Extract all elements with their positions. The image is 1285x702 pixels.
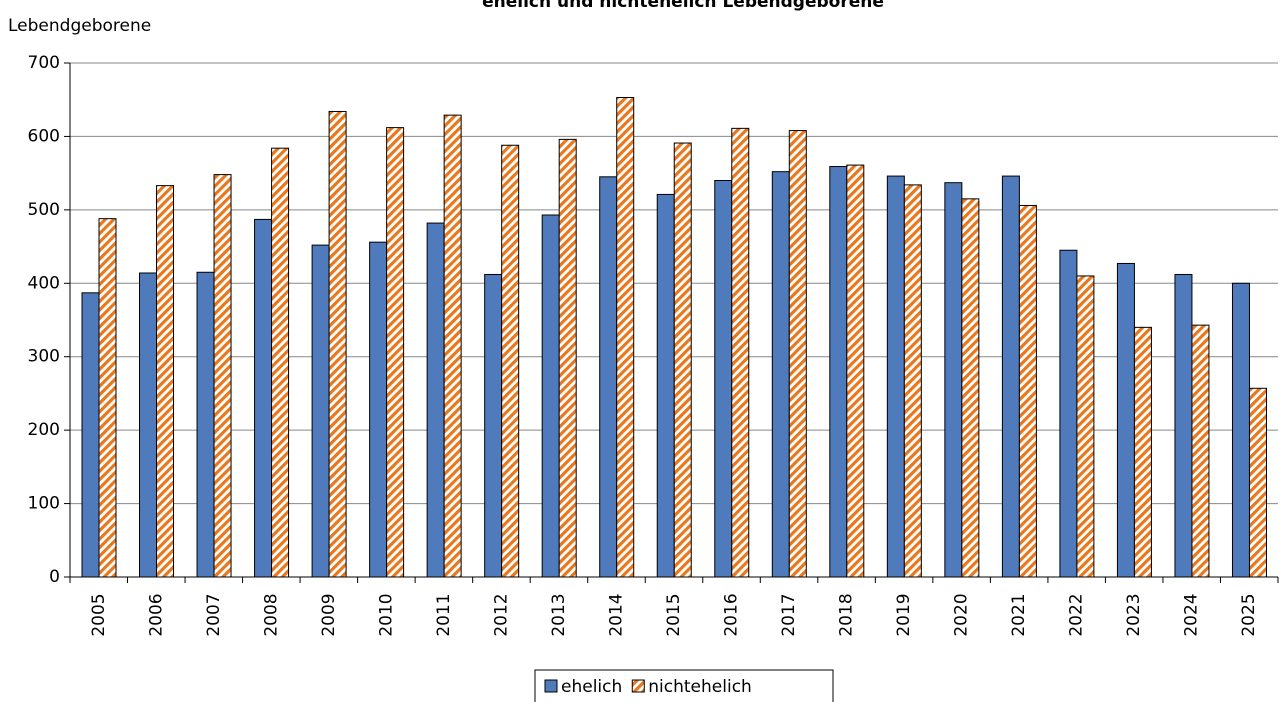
bar <box>1191 324 1210 578</box>
bar <box>886 175 905 578</box>
bar <box>139 272 158 578</box>
y-tick-label: 300 <box>28 347 60 367</box>
x-tick-label: 2019 <box>894 593 914 636</box>
bar <box>1059 249 1078 578</box>
y-tick-label: 100 <box>28 494 60 514</box>
bar <box>558 138 577 578</box>
bar <box>271 147 290 578</box>
bar <box>1076 275 1095 578</box>
bar <box>944 182 963 578</box>
bar <box>311 244 330 578</box>
bar <box>846 164 865 578</box>
x-tick-label: 2011 <box>434 593 454 636</box>
bar <box>443 114 462 578</box>
bar <box>1018 204 1037 578</box>
bar <box>156 185 175 578</box>
x-tick-label: 2015 <box>664 593 684 636</box>
bar <box>903 184 922 578</box>
bar <box>1116 262 1135 578</box>
x-tick-label: 2022 <box>1067 593 1087 636</box>
x-tick-label: 2017 <box>779 593 799 636</box>
bar <box>771 171 790 578</box>
bar <box>1248 387 1267 578</box>
bar <box>673 142 692 578</box>
legend-label: ehelich <box>561 677 622 697</box>
x-tick-label: 2007 <box>204 593 224 636</box>
y-tick-label: 0 <box>49 567 60 587</box>
x-tick-label: 2009 <box>319 593 339 636</box>
bar <box>829 166 848 578</box>
x-tick-label: 2008 <box>261 593 281 636</box>
x-tick-label: 2025 <box>1239 593 1259 636</box>
bar <box>196 271 215 578</box>
bar <box>1133 326 1152 578</box>
bar <box>254 218 273 578</box>
bar <box>1231 282 1250 578</box>
bar <box>1174 273 1193 578</box>
x-tick-label: 2016 <box>722 593 742 636</box>
bar <box>788 130 807 578</box>
legend-label: nichtehelich <box>648 677 752 697</box>
y-tick-label: 500 <box>28 200 60 220</box>
legend-swatch <box>631 679 645 693</box>
bar <box>961 198 980 578</box>
bar <box>98 218 117 578</box>
bar <box>369 241 388 578</box>
bar <box>1001 175 1020 578</box>
bar <box>599 176 618 578</box>
x-tick-label: 2012 <box>491 593 511 636</box>
x-tick-label: 2021 <box>1009 593 1029 636</box>
y-tick-label: 200 <box>28 420 60 440</box>
x-tick-label: 2023 <box>1124 593 1144 636</box>
bar <box>616 97 635 578</box>
legend: ehelich nichtehelich <box>534 669 834 702</box>
bar <box>501 144 520 578</box>
bar <box>484 273 503 578</box>
y-tick-label: 400 <box>28 273 60 293</box>
x-tick-label: 2006 <box>146 593 166 636</box>
chart-title: ehelich und nichtehelich Lebendgeborene <box>482 0 884 12</box>
y-axis-label: Lebendgeborene <box>8 16 151 36</box>
x-tick-label: 2020 <box>952 593 972 636</box>
bar <box>656 193 675 578</box>
bar <box>81 292 100 578</box>
x-tick-label: 2024 <box>1182 593 1202 636</box>
bar <box>213 174 232 578</box>
bar <box>386 127 405 578</box>
y-tick-label: 600 <box>28 126 60 146</box>
y-tick-label: 700 <box>28 53 60 73</box>
bar <box>714 179 733 578</box>
x-tick-label: 2014 <box>606 593 626 636</box>
x-tick-label: 2010 <box>376 593 396 636</box>
x-tick-label: 2005 <box>89 593 109 636</box>
legend-swatch <box>544 679 558 693</box>
bar <box>328 110 347 578</box>
bar <box>731 127 750 578</box>
x-tick-label: 2013 <box>549 593 569 636</box>
legend-box <box>534 669 834 702</box>
bar <box>541 214 560 578</box>
bar <box>426 222 445 578</box>
x-tick-label: 2018 <box>837 593 857 636</box>
